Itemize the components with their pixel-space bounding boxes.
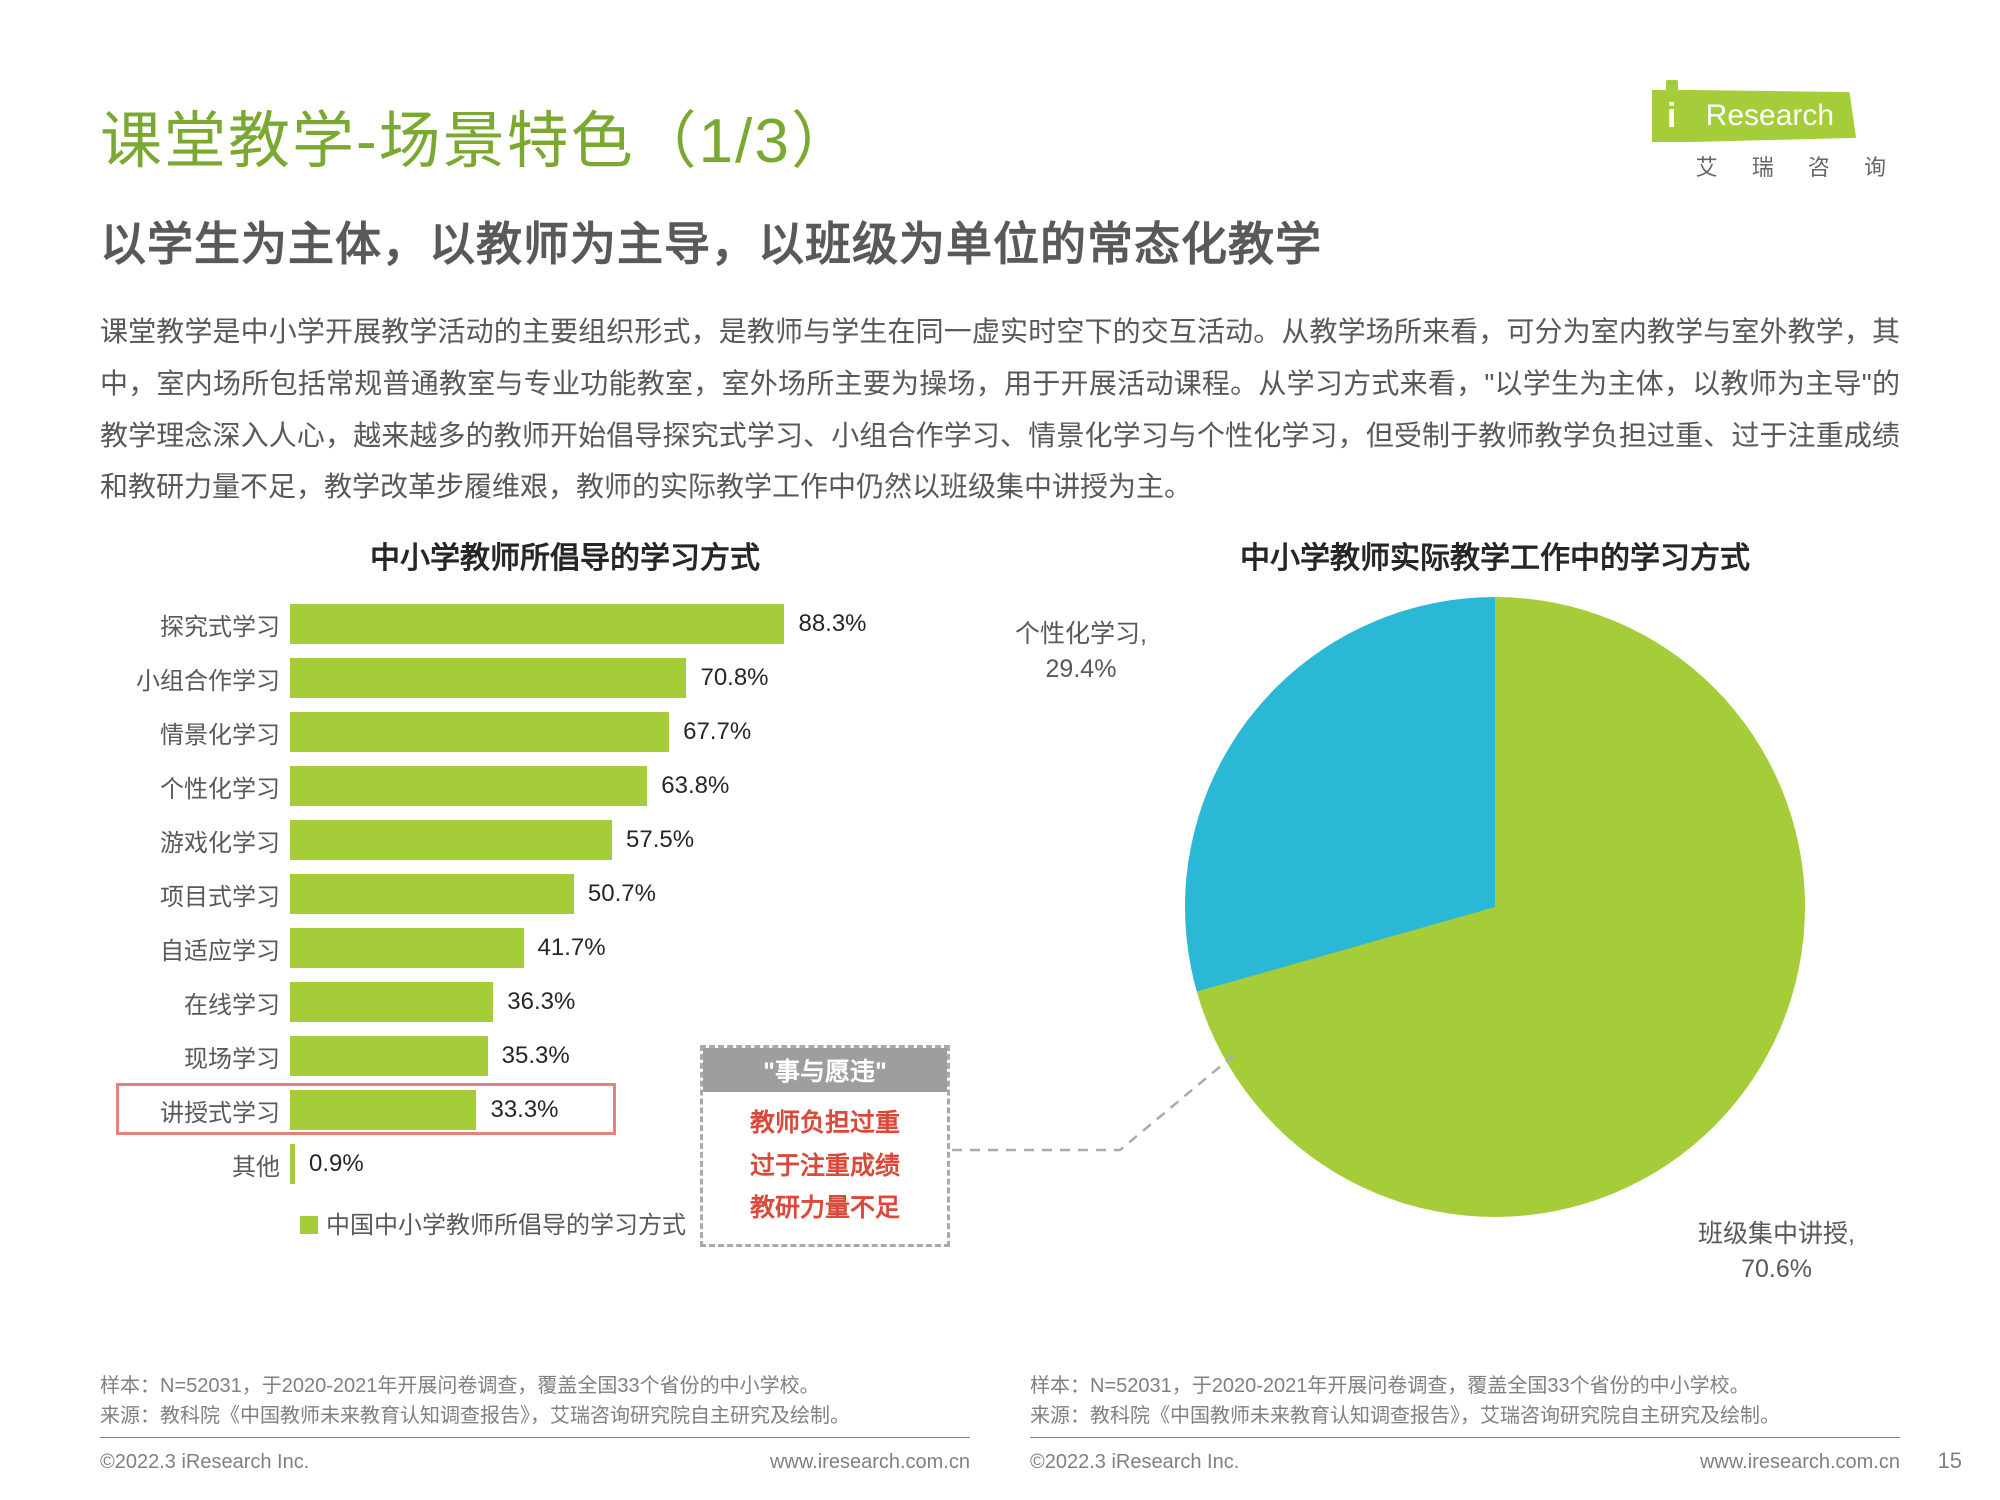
bar-value: 41.7% <box>538 934 606 962</box>
bar <box>290 874 574 914</box>
bar-label: 其他 <box>100 1147 280 1182</box>
source-left: 样本：N=52031，于2020-2021年开展问卷调查，覆盖全国33个省份的中… <box>100 1371 970 1438</box>
bar-row: 个性化学习63.8% <box>290 759 1030 813</box>
pie-label: 个性化学习,29.4% <box>1015 617 1147 687</box>
footer: ©2022.3 iResearch Inc. www.iresearch.com… <box>100 1451 1900 1474</box>
footer-url: www.iresearch.com.cn <box>770 1451 970 1474</box>
logo-icon: i <box>1652 90 1692 142</box>
callout-box: "事与愿违" 教师负担过重过于注重成绩教研力量不足 <box>700 1045 950 1247</box>
bar-label: 个性化学习 <box>100 769 280 804</box>
bar <box>290 712 669 752</box>
pie-chart: 中小学教师实际教学工作中的学习方式 个性化学习,29.4%班级集中讲授,70.6… <box>1090 533 1900 1240</box>
pie-chart-title: 中小学教师实际教学工作中的学习方式 <box>1090 533 1900 577</box>
bar-row: 情景化学习67.7% <box>290 705 1030 759</box>
bar-label: 现场学习 <box>100 1039 280 1074</box>
bar-label: 项目式学习 <box>100 877 280 912</box>
source-right: 样本：N=52031，于2020-2021年开展问卷调查，覆盖全国33个省份的中… <box>1030 1371 1900 1438</box>
pie-label: 班级集中讲授,70.6% <box>1698 1217 1855 1287</box>
bar-label: 讲授式学习 <box>100 1093 280 1128</box>
source-notes: 样本：N=52031，于2020-2021年开展问卷调查，覆盖全国33个省份的中… <box>100 1371 1900 1438</box>
bar-label: 情景化学习 <box>100 715 280 750</box>
footer-copyright: ©2022.3 iResearch Inc. <box>1030 1451 1239 1474</box>
bar <box>290 1036 488 1076</box>
bar <box>290 982 493 1022</box>
bar-value: 33.3% <box>490 1096 558 1124</box>
bar-value: 57.5% <box>626 826 694 854</box>
footer-copyright: ©2022.3 iResearch Inc. <box>100 1451 309 1474</box>
bar-row: 自适应学习41.7% <box>290 921 1030 975</box>
bar-label: 探究式学习 <box>100 607 280 642</box>
bar-row: 小组合作学习70.8% <box>290 651 1030 705</box>
bar-row: 探究式学习88.3% <box>290 597 1030 651</box>
bar-value: 70.8% <box>700 664 768 692</box>
bar-value: 36.3% <box>507 988 575 1016</box>
bar <box>290 1090 476 1130</box>
bar-value: 88.3% <box>798 610 866 638</box>
bar-value: 63.8% <box>661 772 729 800</box>
bar-row: 在线学习36.3% <box>290 975 1030 1029</box>
bar <box>290 1144 295 1184</box>
bar-row: 项目式学习50.7% <box>290 867 1030 921</box>
bar-value: 0.9% <box>309 1150 364 1178</box>
callout-line: 教师负担过重 <box>713 1102 937 1145</box>
bar-label: 小组合作学习 <box>100 661 280 696</box>
callout-line: 过于注重成绩 <box>713 1145 937 1188</box>
bar <box>290 766 647 806</box>
logo-subtext: 艾 瑞 咨 询 <box>1652 150 1900 182</box>
pie <box>1185 597 1805 1217</box>
page-number: 15 <box>1938 1448 1962 1474</box>
bar-value: 50.7% <box>588 880 656 908</box>
bar <box>290 820 612 860</box>
bar <box>290 604 784 644</box>
bar <box>290 928 524 968</box>
logo-brand: Research <box>1692 90 1856 142</box>
footer-url: www.iresearch.com.cn <box>1700 1451 1900 1474</box>
callout-header: "事与愿违" <box>703 1048 947 1092</box>
bar-value: 67.7% <box>683 718 751 746</box>
body-paragraph: 课堂教学是中小学开展教学活动的主要组织形式，是教师与学生在同一虚实时空下的交互活… <box>100 306 1900 513</box>
bar-chart-title: 中小学教师所倡导的学习方式 <box>100 533 1030 577</box>
bar-row: 游戏化学习57.5% <box>290 813 1030 867</box>
bar <box>290 658 686 698</box>
page-title: 课堂教学-场景特色（1/3） <box>100 90 1900 180</box>
bar-value: 35.3% <box>502 1042 570 1070</box>
page-subtitle: 以学生为主体，以教师为主导，以班级为单位的常态化教学 <box>100 208 1900 274</box>
callout-line: 教研力量不足 <box>713 1187 937 1230</box>
bar-label: 在线学习 <box>100 985 280 1020</box>
bar-label: 游戏化学习 <box>100 823 280 858</box>
logo: i Research 艾 瑞 咨 询 <box>1652 90 1900 182</box>
bar-label: 自适应学习 <box>100 931 280 966</box>
